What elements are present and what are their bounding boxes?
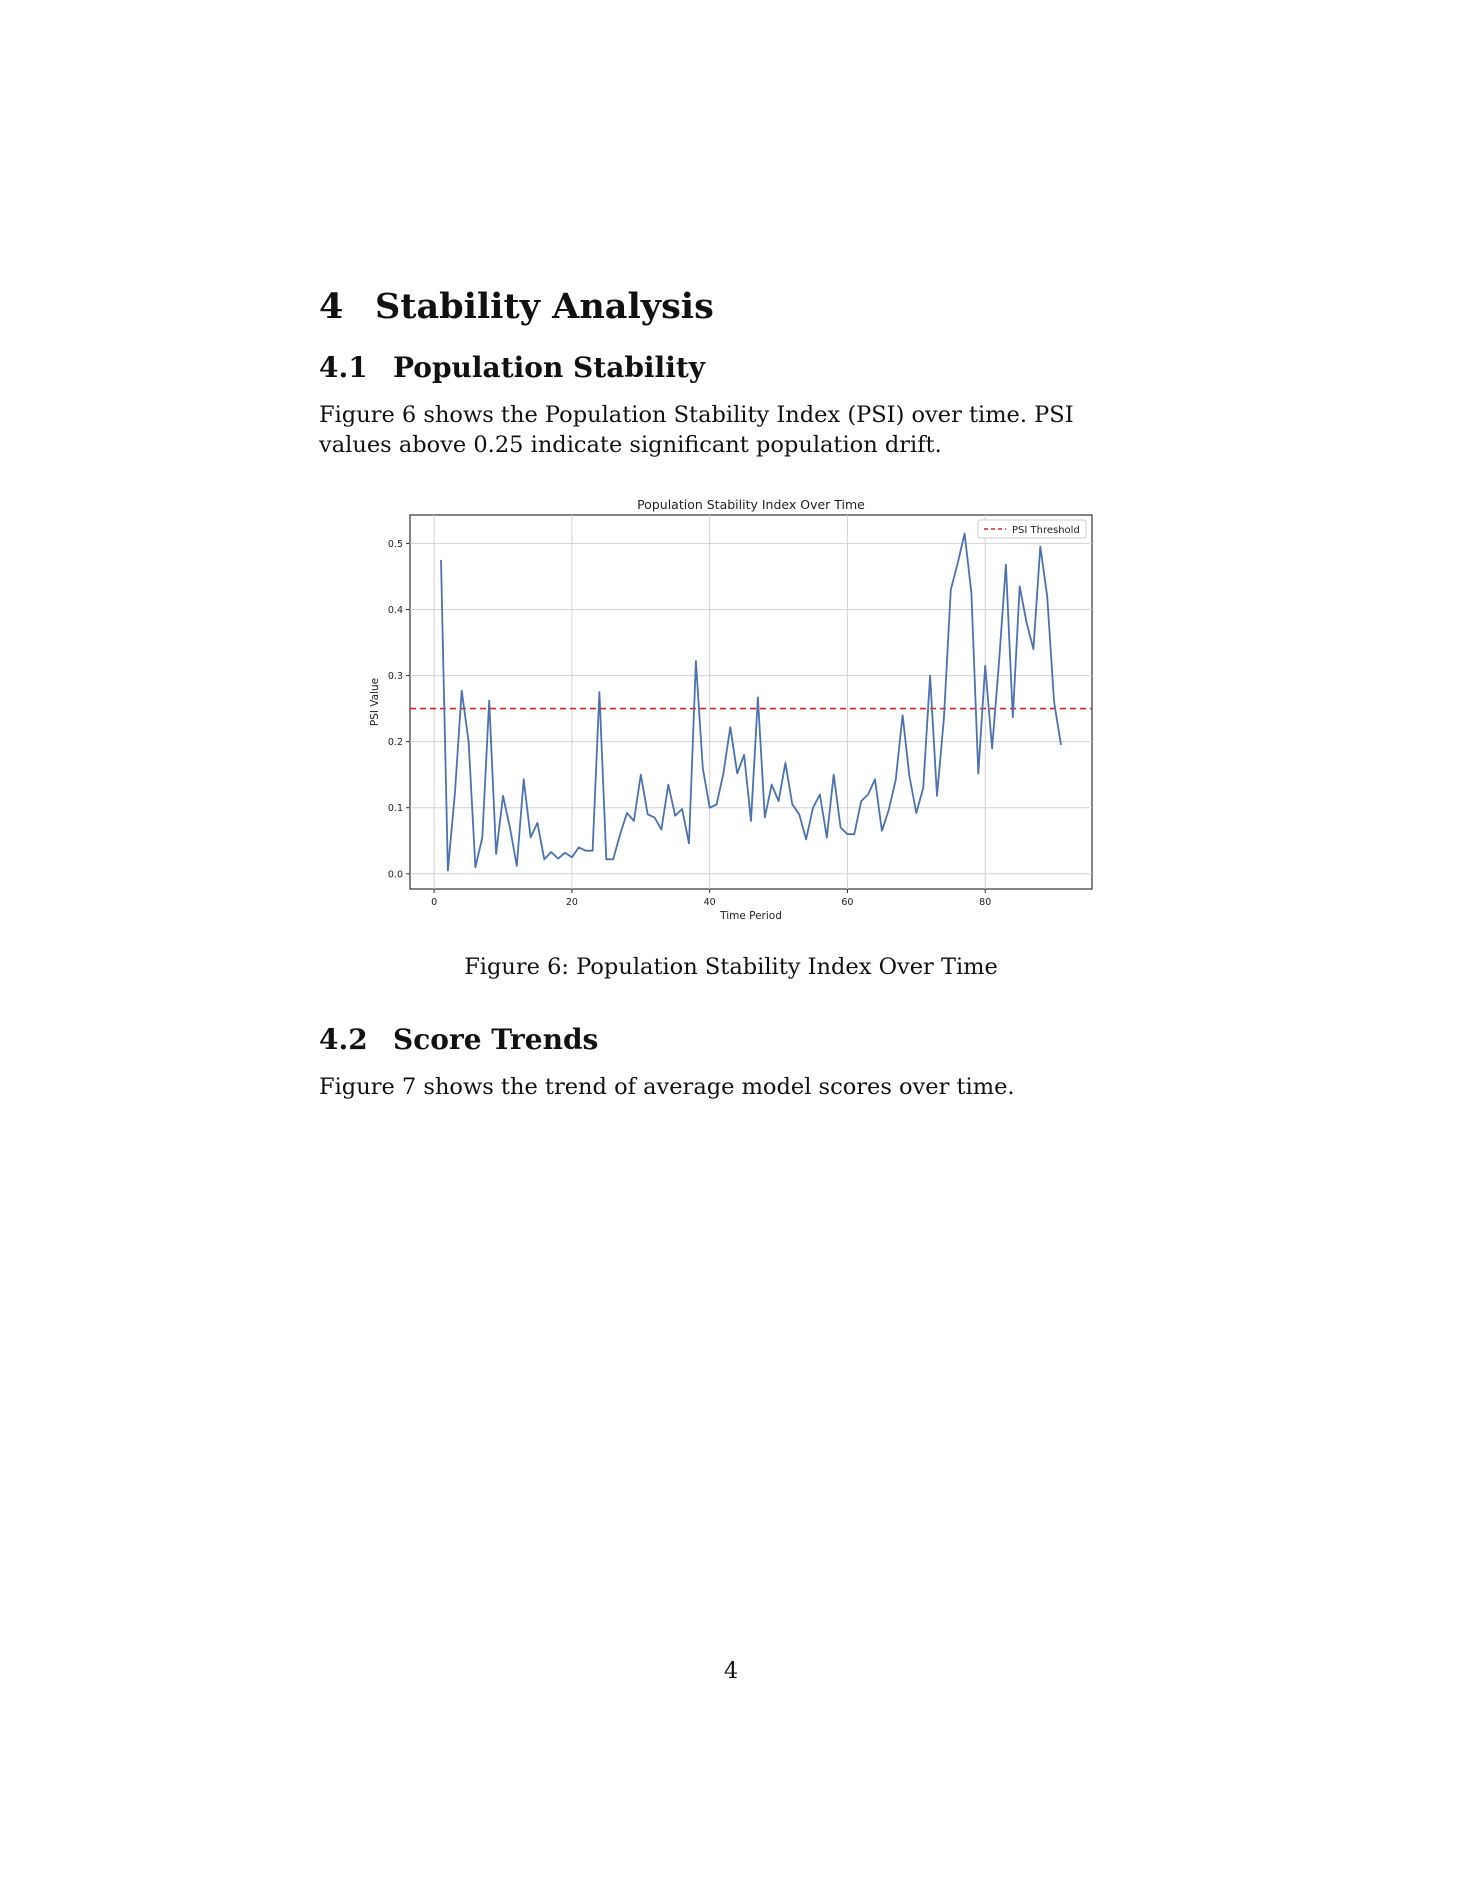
x-tick-label: 40 <box>704 897 716 908</box>
subsection-heading-population-stability: 4.1 Population Stability <box>319 351 705 384</box>
y-tick-label: 0.0 <box>388 869 403 880</box>
y-axis-label: PSI Value <box>369 678 381 726</box>
axis-ticks: 0 20 40 60 80 0.0 0.1 0.2 0.3 0.4 0.5 <box>388 539 991 908</box>
paragraph-psi-intro: Figure 6 shows the Population Stability … <box>319 402 1074 458</box>
x-tick-label: 80 <box>979 897 991 908</box>
series-line-psi <box>440 532 1062 872</box>
page-number: 4 <box>723 1658 739 1684</box>
chart-title: Population Stability Index Over Time <box>637 497 865 512</box>
section-number: 4 <box>319 286 344 327</box>
psi-line-chart: 0 20 40 60 80 0.0 0.1 0.2 0.3 0.4 0.5 Population S… <box>369 497 1093 922</box>
x-tick-label: 20 <box>566 897 578 908</box>
subsection-title-text: Population Stability <box>393 351 706 384</box>
subsection-title-text: Score Trends <box>393 1023 599 1056</box>
section-title-text: Stability Analysis <box>375 286 714 327</box>
x-tick-label: 60 <box>841 897 853 908</box>
x-tick-label: 0 <box>431 897 437 908</box>
y-tick-label: 0.2 <box>388 737 403 748</box>
y-tick-label: 0.5 <box>388 539 403 550</box>
x-axis-label: Time Period <box>719 910 782 922</box>
y-tick-label: 0.1 <box>388 803 403 814</box>
legend: PSI Threshold <box>977 519 1087 539</box>
plot-frame <box>409 514 1093 890</box>
figure-caption: Figure 6: Population Stability Index Ove… <box>464 954 998 980</box>
legend-label-threshold: PSI Threshold <box>1012 525 1080 536</box>
subsection-heading-score-trends: 4.2 Score Trends <box>319 1023 598 1056</box>
section-heading: 4 Stability Analysis <box>319 286 714 327</box>
subsection-number: 4.2 <box>319 1023 368 1056</box>
y-tick-label: 0.4 <box>388 605 403 616</box>
paragraph-score-trends: Figure 7 shows the trend of average mode… <box>319 1074 1015 1100</box>
psi-figure: 0 20 40 60 80 0.0 0.1 0.2 0.3 0.4 0.5 Population S… <box>360 492 1100 932</box>
legend-box <box>977 519 1087 539</box>
y-tick-label: 0.3 <box>388 671 403 682</box>
grid-lines <box>410 515 1092 889</box>
subsection-number: 4.1 <box>319 351 368 384</box>
